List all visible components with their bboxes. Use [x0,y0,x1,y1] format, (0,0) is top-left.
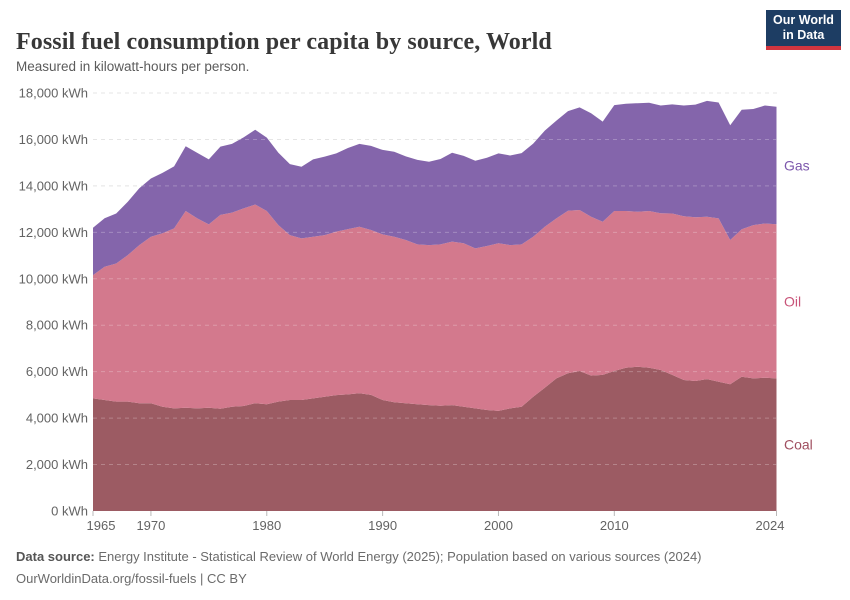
y-tick-label: 0 kWh [51,504,88,519]
owid-url-link[interactable]: OurWorldinData.org/fossil-fuels [16,571,197,586]
y-tick-label: 14,000 kWh [19,178,88,193]
data-source-line: Data source: Energy Institute - Statisti… [16,546,702,568]
area-gas[interactable] [93,100,777,276]
gridline-overlay [93,92,780,466]
license-line: OurWorldinData.org/fossil-fuels | CC BY [16,568,702,590]
page-title: Fossil fuel consumption per capita by so… [16,29,552,56]
area-oil[interactable] [93,204,777,411]
data-source-text: Energy Institute - Statistical Review of… [98,549,702,564]
series-label-gas: Gas [784,157,810,173]
y-tick-label: 4,000 kWh [26,411,88,426]
y-tick-label: 2,000 kWh [26,457,88,472]
y-tick-label: 12,000 kWh [19,225,88,240]
y-tick-label: 8,000 kWh [26,318,88,333]
owid-logo-line1: Our World [773,13,834,27]
area-coal[interactable] [93,366,777,511]
x-tick-label: 1970 [136,518,165,533]
x-tick-label: 2010 [600,518,629,533]
chart-subtitle: Measured in kilowatt-hours per person. [16,59,250,74]
y-tick-label: 18,000 kWh [19,86,88,101]
x-tick-label: 2024 [756,518,785,533]
y-tick-label: 16,000 kWh [19,132,88,147]
y-tick-label: 10,000 kWh [19,271,88,286]
x-tick-label: 2000 [484,518,513,533]
series-label-oil: Oil [784,293,801,309]
series-label-coal: Coal [784,437,813,453]
chart-footer: Data source: Energy Institute - Statisti… [16,546,702,590]
data-source-label: Data source: [16,549,95,564]
footer-divider: | [200,571,204,586]
owid-logo-line2: in Data [782,28,825,42]
license-label: CC BY [207,571,247,586]
x-tick-label: 1965 [87,518,116,533]
x-tick-label: 1980 [252,518,281,533]
x-tick-label: 1990 [368,518,397,533]
owid-logo[interactable]: Our World in Data [766,10,841,50]
y-tick-label: 6,000 kWh [26,364,88,379]
